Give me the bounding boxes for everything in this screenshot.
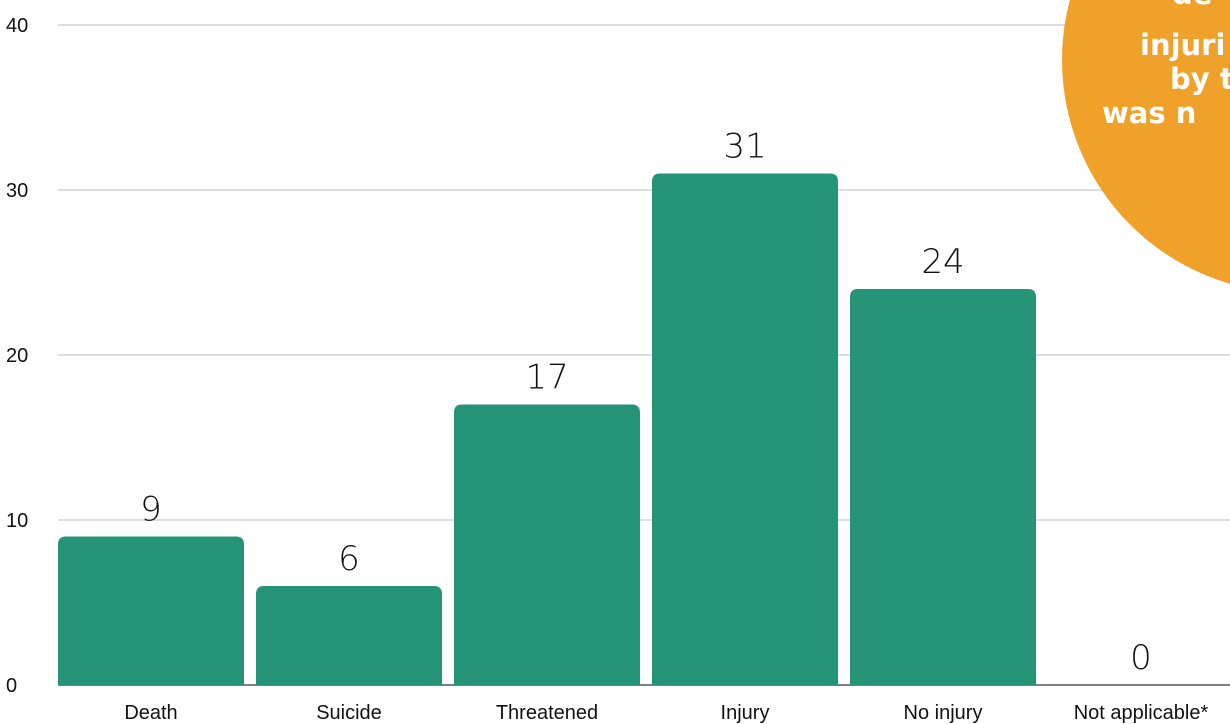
data-label: 17	[525, 358, 568, 398]
bar-injury	[652, 173, 838, 685]
bar-threatened	[454, 404, 640, 685]
category-label: Threatened	[496, 702, 598, 724]
callout-line: was n	[1102, 96, 1196, 130]
data-label: 31	[723, 127, 766, 167]
data-labels: 9 6 17 31 24 0	[140, 127, 1152, 679]
callout-line: injuri	[1140, 28, 1225, 62]
bar-suicide	[256, 586, 442, 685]
data-label: 6	[338, 539, 360, 579]
y-tick-label: 40	[6, 15, 28, 37]
y-tick-label: 30	[6, 180, 28, 202]
category-label: Suicide	[316, 702, 382, 724]
callout-line: by t	[1170, 62, 1230, 96]
category-label: No injury	[904, 702, 983, 724]
x-axis-categories: Death Suicide Threatened Injury No injury Not…	[124, 702, 1208, 724]
y-axis-ticks: 0 10 20 30 40	[6, 15, 28, 697]
data-label: 9	[140, 490, 162, 530]
y-tick-label: 20	[6, 345, 28, 367]
bar-death	[58, 536, 244, 685]
y-tick-label: 0	[6, 675, 17, 697]
y-tick-label: 10	[6, 510, 28, 532]
category-label: Death	[124, 702, 177, 724]
data-label: 24	[921, 242, 964, 282]
data-label: 0	[1130, 638, 1152, 678]
category-label: Not applicable*	[1074, 702, 1209, 724]
category-label: Injury	[721, 702, 770, 724]
callout-circle	[1062, 0, 1230, 284]
callout-line: de	[1172, 0, 1212, 11]
bars	[58, 173, 1036, 685]
bar-no-injury	[850, 289, 1036, 685]
